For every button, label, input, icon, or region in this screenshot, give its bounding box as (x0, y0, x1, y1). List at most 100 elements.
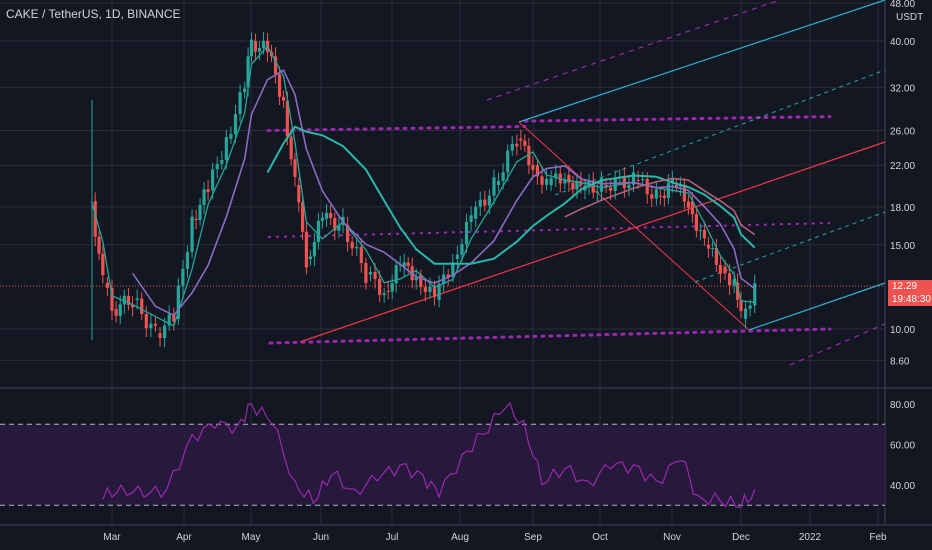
pitchfork-warn-lower (789, 323, 886, 366)
candle-body (190, 216, 194, 253)
candle-body (285, 100, 289, 137)
candle-body (423, 287, 427, 293)
price-tick-label: 48.00 (890, 0, 915, 10)
candle-body (419, 274, 423, 288)
candle-body (320, 217, 325, 221)
rsi-tick-label: 80.00 (890, 400, 915, 411)
candle-body (158, 333, 162, 339)
drawings (0, 0, 886, 366)
pitchfork-lower (748, 282, 886, 331)
time-tick-label: Nov (663, 532, 681, 543)
time-tick-label: Mar (103, 532, 121, 543)
candle-body (437, 283, 441, 300)
candle-body (233, 113, 238, 135)
candle-body (706, 244, 711, 249)
candle-body (333, 217, 337, 231)
candle-body (591, 181, 595, 193)
candle-body (293, 159, 297, 177)
candle-body (308, 256, 313, 260)
candle-body (595, 191, 599, 193)
level-9 (268, 327, 832, 345)
candle-body (359, 246, 363, 264)
candle-body (549, 178, 553, 185)
candle-body (163, 325, 167, 339)
time-tick-label: Sep (524, 532, 542, 543)
candle-body (535, 165, 540, 177)
candle-body (253, 41, 258, 52)
candle-body (469, 215, 473, 222)
candle-body (101, 253, 105, 275)
candle-body (281, 96, 286, 101)
candle-body (464, 221, 469, 245)
candle-body (666, 183, 670, 198)
candle-body (627, 184, 631, 189)
time-tick-label: Oct (592, 532, 608, 543)
candle-body (650, 194, 654, 199)
time-tick-label: Jun (313, 532, 329, 543)
pitchfork-leg (518, 121, 750, 331)
candle-body (571, 182, 575, 190)
time-tick-label: Aug (451, 532, 469, 543)
candle-body (198, 204, 202, 221)
candle-body (686, 201, 690, 208)
candle-body (185, 252, 190, 269)
pitchfork-mid-lower (694, 211, 886, 283)
candle-body (304, 231, 309, 268)
candle-body (682, 185, 686, 202)
candle-body (414, 277, 418, 281)
candle-body (149, 323, 153, 329)
candle-body (723, 266, 727, 274)
candle-body (613, 177, 617, 191)
candle-body (563, 179, 567, 184)
candle-body (126, 295, 131, 306)
candle-body (544, 178, 549, 185)
candle-body (714, 247, 719, 265)
level-27 (523, 115, 832, 123)
rsi-series (102, 401, 756, 508)
candle-body (567, 174, 571, 183)
chart-title: CAKE / TetherUS, 1D, BINANCE (6, 7, 181, 21)
candle-body (257, 47, 262, 52)
candle-body (114, 309, 118, 316)
candle-body (690, 201, 694, 215)
candle-body (243, 88, 247, 93)
candle-body (702, 229, 707, 239)
rsi-line (102, 401, 756, 508)
ema-slow (266, 125, 756, 265)
candle-body (487, 195, 491, 206)
candle-body (220, 160, 224, 164)
ema-fast (90, 45, 755, 327)
candle-body (181, 268, 185, 286)
candle-body (312, 241, 317, 257)
candle-body (390, 283, 394, 292)
candle-body (172, 314, 176, 322)
rsi-tick-label: 60.00 (890, 441, 915, 452)
candle-body (355, 246, 359, 249)
candle-body (105, 282, 110, 288)
candle-body (527, 145, 531, 166)
time-tick-label: Dec (732, 532, 750, 543)
candle-body (678, 185, 682, 187)
price-tick-label: 32.00 (890, 83, 915, 94)
pitchfork-upper (518, 0, 886, 123)
level-17 (267, 222, 831, 238)
candle-body (710, 247, 715, 249)
price-tick-label: 26.00 (890, 126, 915, 137)
candle-body (277, 74, 282, 97)
candles (93, 31, 757, 348)
candle-body (432, 286, 437, 298)
axes: 48.00 40.00 32.00 26.00 22.00 18.00 15.00 10.00… (103, 0, 923, 543)
candle-body (519, 138, 523, 141)
candle-body (167, 314, 171, 326)
candle-body (246, 56, 250, 88)
price-tick-label: 15.00 (890, 241, 915, 252)
candle-body (402, 262, 406, 267)
candle-body (140, 298, 144, 315)
candle-body (394, 265, 398, 284)
candle-body (587, 181, 591, 186)
candle-body (211, 169, 215, 191)
candle-body (515, 143, 519, 147)
candle-body (455, 254, 459, 260)
candle-body (727, 273, 732, 286)
